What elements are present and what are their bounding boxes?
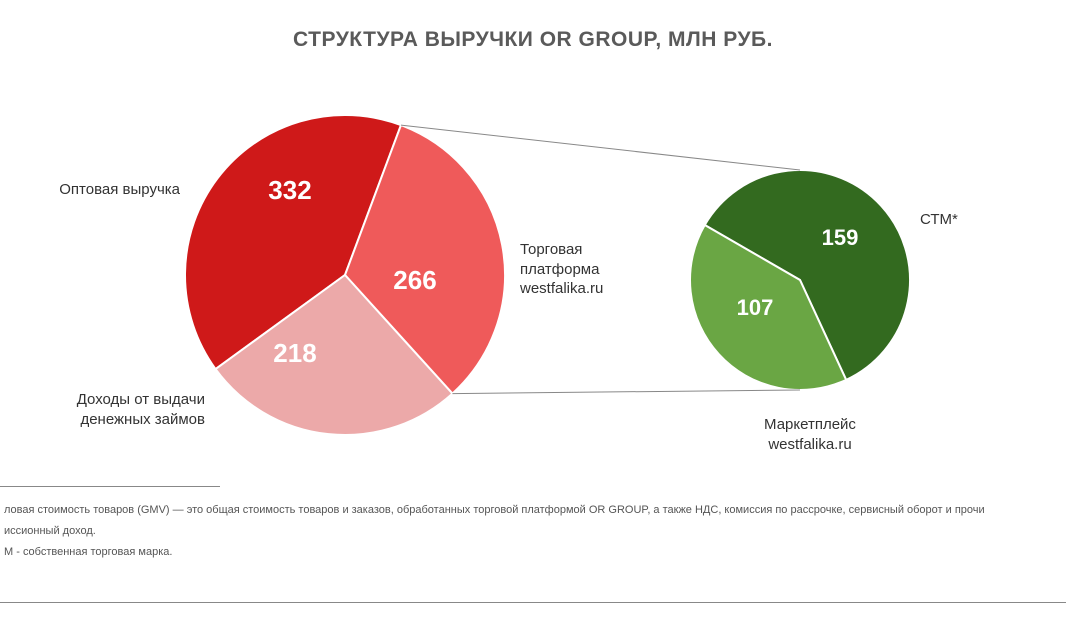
connector-line-lower xyxy=(452,390,800,394)
footnote-line-1: ловая стоимость товаров (GMV) — это обща… xyxy=(4,500,1062,521)
chart-title: СТРУКТУРА ВЫРУЧКИ OR GROUP, МЛН РУБ. xyxy=(0,28,1066,52)
main-label-wholesale: Оптовая выручка xyxy=(30,180,180,200)
main-slice-value-loans: 218 xyxy=(255,338,335,369)
sub-slice-value-marketplace: 107 xyxy=(720,295,790,321)
footnotes: ловая стоимость товаров (GMV) — это обща… xyxy=(0,500,1066,563)
footnote-divider xyxy=(0,486,220,487)
bottom-rule xyxy=(0,602,1066,603)
footnote-line-3: М - собственная торговая марка. xyxy=(4,542,1062,563)
main-label-platform: Торговаяплатформаwestfalika.ru xyxy=(520,240,660,299)
main-slice-value-wholesale: 332 xyxy=(250,175,330,206)
sub-slice-value-ctm: 159 xyxy=(805,225,875,251)
main-slice-value-platform: 266 xyxy=(375,265,455,296)
sub-label-ctm: СТМ* xyxy=(920,210,1040,230)
sub-label-marketplace: Маркетплейсwestfalika.ru xyxy=(730,415,890,454)
footnote-line-2: иссионный доход. xyxy=(4,521,1062,542)
chart-area: 332 266 218 Оптовая выручка Торговаяплат… xyxy=(0,70,1066,470)
main-label-loans: Доходы от выдачиденежных займов xyxy=(30,390,205,429)
